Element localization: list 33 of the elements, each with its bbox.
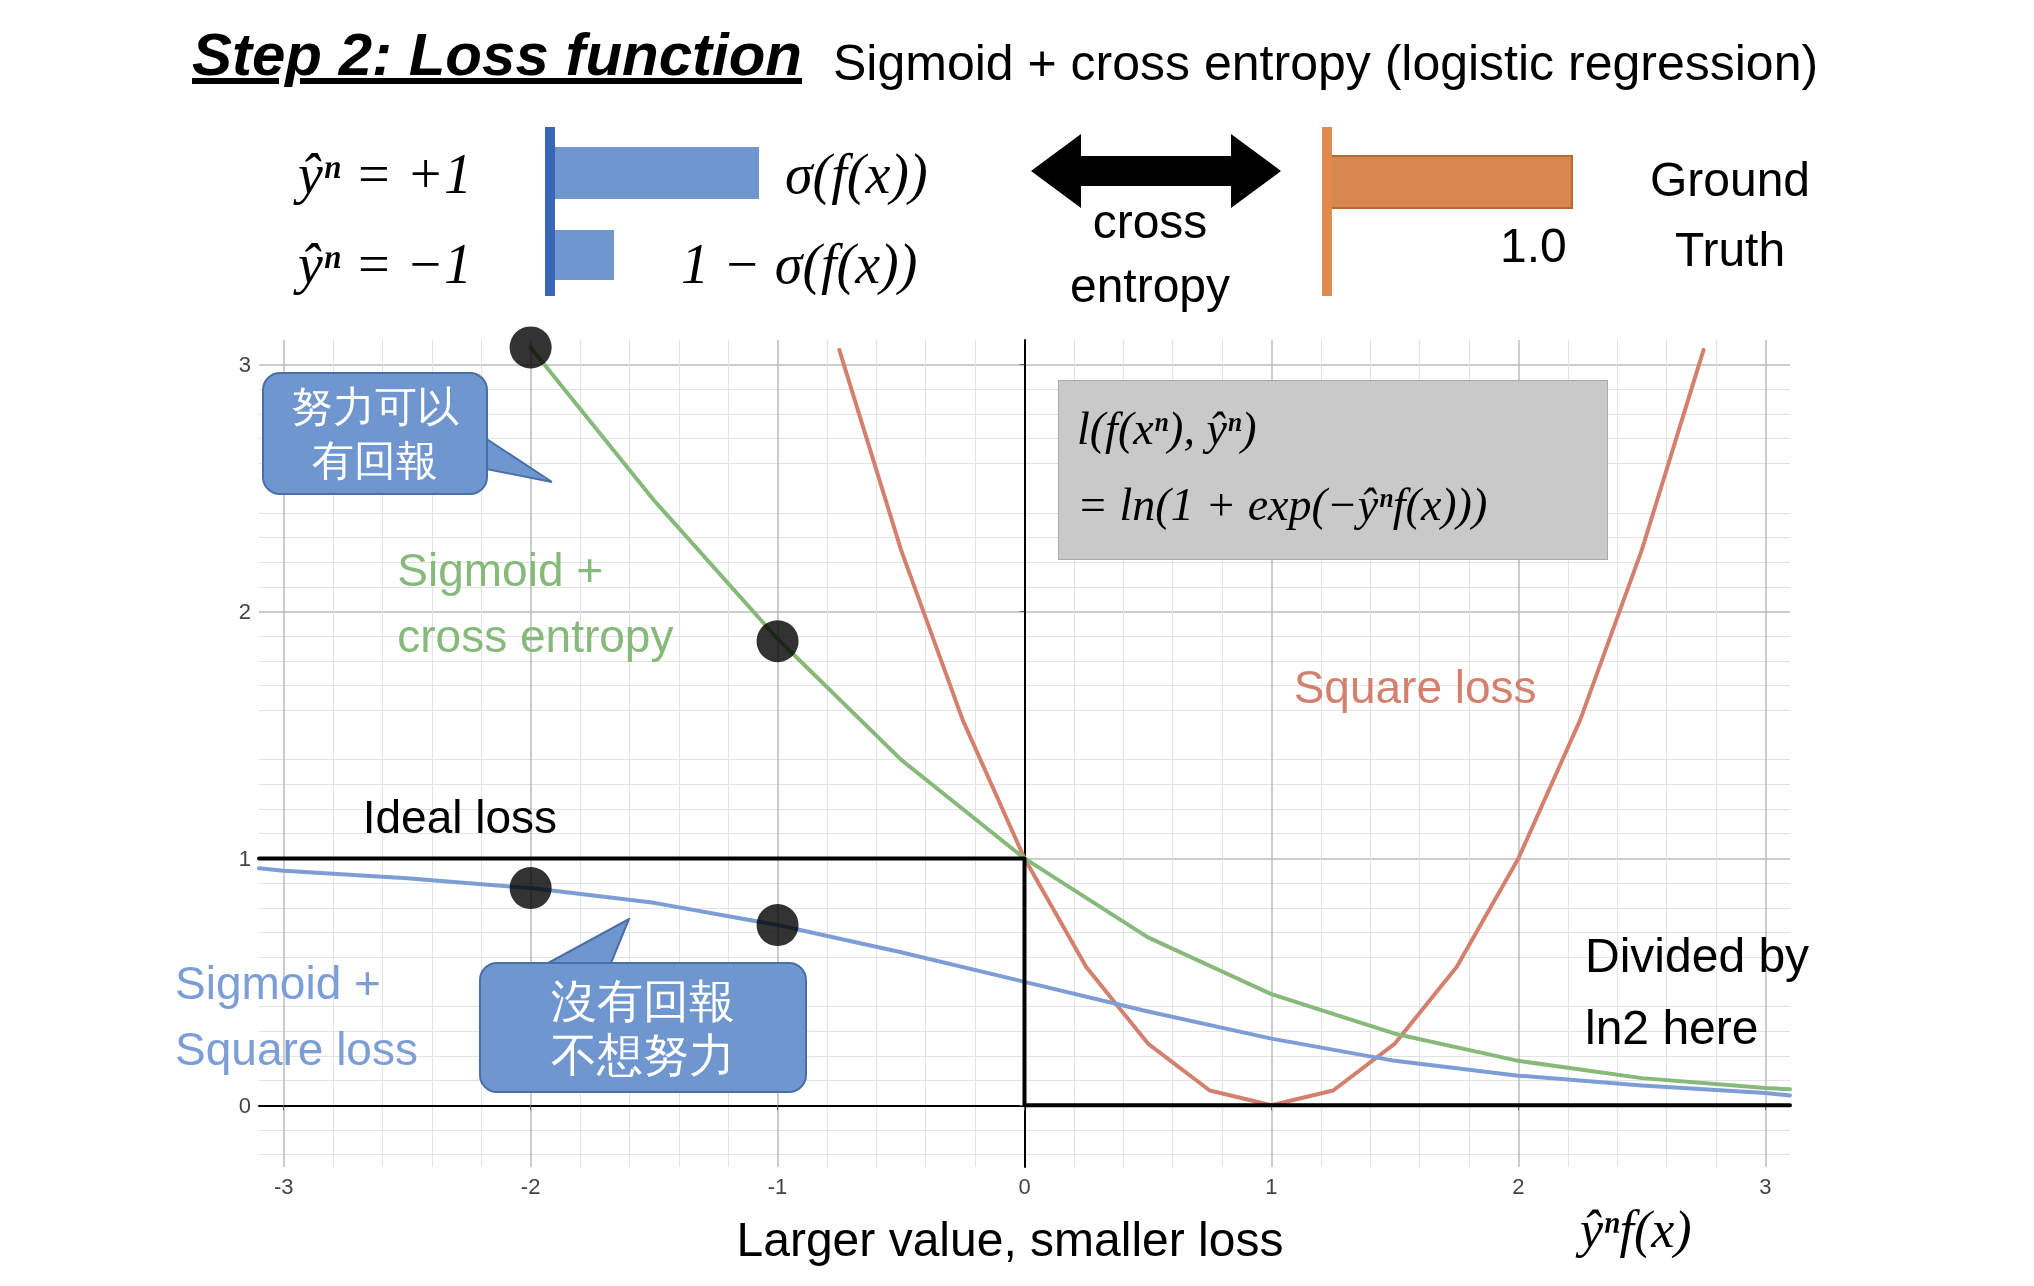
annotation: l(f(xⁿ), ŷⁿ) xyxy=(1077,402,1258,456)
text: 1 − σ(f(x)) xyxy=(681,232,918,296)
y-tick-label: 1 xyxy=(238,845,251,871)
x-tick-label: 2 xyxy=(1512,1173,1525,1199)
text: σ(f(x)) xyxy=(785,142,928,206)
text: cross entropy xyxy=(1068,194,1232,314)
x-tick-label: -3 xyxy=(273,1173,294,1199)
series-label: Sigmoid + Square loss xyxy=(175,956,418,1075)
series-label: Sigmoid + cross entropy xyxy=(397,544,674,663)
y-tick-label: 2 xyxy=(238,599,251,625)
point xyxy=(509,867,552,910)
text: Ground Truth xyxy=(1648,152,1812,278)
chart-title: Step 2: Loss function xyxy=(192,20,803,89)
series-label: Ideal loss xyxy=(362,791,558,844)
point xyxy=(509,326,552,369)
x-tick-label: -1 xyxy=(767,1173,788,1199)
x-tick-label: 0 xyxy=(1018,1173,1031,1199)
annotation: = ln(1 + exp(−ŷⁿf(x))) xyxy=(1077,478,1489,532)
x-tick-label: 3 xyxy=(1759,1173,1772,1199)
x-tick-label: -2 xyxy=(520,1173,541,1199)
annotation: 沒有回報不想努力 xyxy=(479,962,807,1093)
formula-box: l(f(xⁿ), ŷⁿ) = ln(1 + exp(−ŷⁿf(x))) xyxy=(1058,380,1608,560)
chart-subtitle: Sigmoid + cross entropy (logistic regression) xyxy=(833,34,1819,92)
x-tick-label: 1 xyxy=(1265,1173,1278,1199)
annotation: Divided by ln2 here xyxy=(1585,928,1811,1056)
y-tick-label: 0 xyxy=(238,1092,251,1118)
text: 1.0 xyxy=(1500,218,1567,273)
point xyxy=(756,620,799,663)
y-tick-label: 3 xyxy=(238,352,251,378)
text: Larger value, smaller loss xyxy=(735,1212,1285,1267)
annotation: 努力可以有回報 xyxy=(262,372,488,495)
series-label: Square loss xyxy=(1293,660,1537,713)
point xyxy=(756,904,799,947)
